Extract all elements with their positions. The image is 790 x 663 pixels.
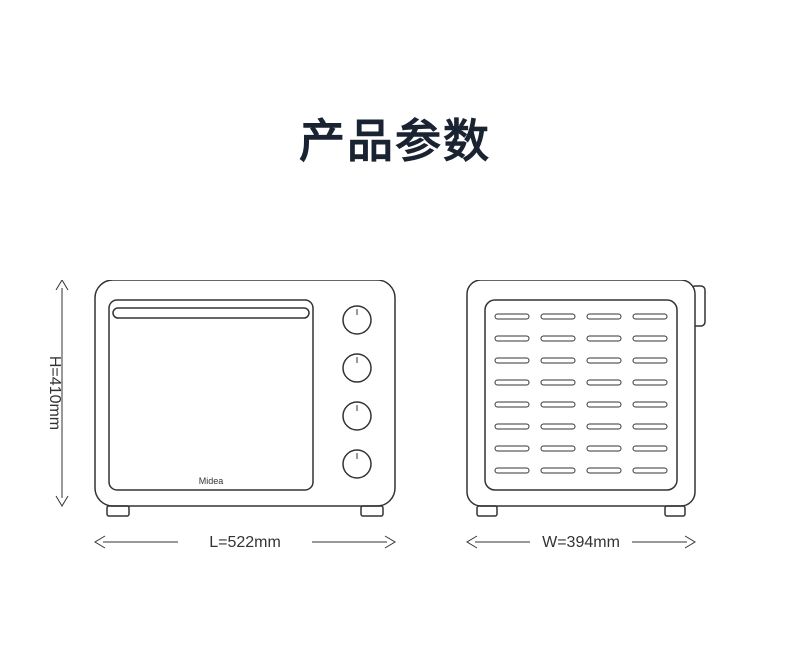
length-dimension: L=522mm	[95, 534, 395, 551]
knob-2	[343, 354, 371, 382]
knob-3	[343, 402, 371, 430]
brand-label: Midea	[199, 476, 224, 486]
front-view: Midea	[95, 280, 395, 516]
width-dimension: W=394mm	[467, 534, 695, 551]
side-view	[467, 280, 705, 516]
height-dimension: H=410mm	[46, 280, 68, 506]
length-label: L=522mm	[209, 534, 281, 551]
knob-4	[343, 450, 371, 478]
width-label: W=394mm	[542, 534, 620, 551]
page-title: 产品参数	[0, 105, 790, 171]
product-diagram: H=410mm Midea	[0, 280, 790, 620]
height-label: H=410mm	[46, 356, 63, 430]
knob-1	[343, 306, 371, 334]
